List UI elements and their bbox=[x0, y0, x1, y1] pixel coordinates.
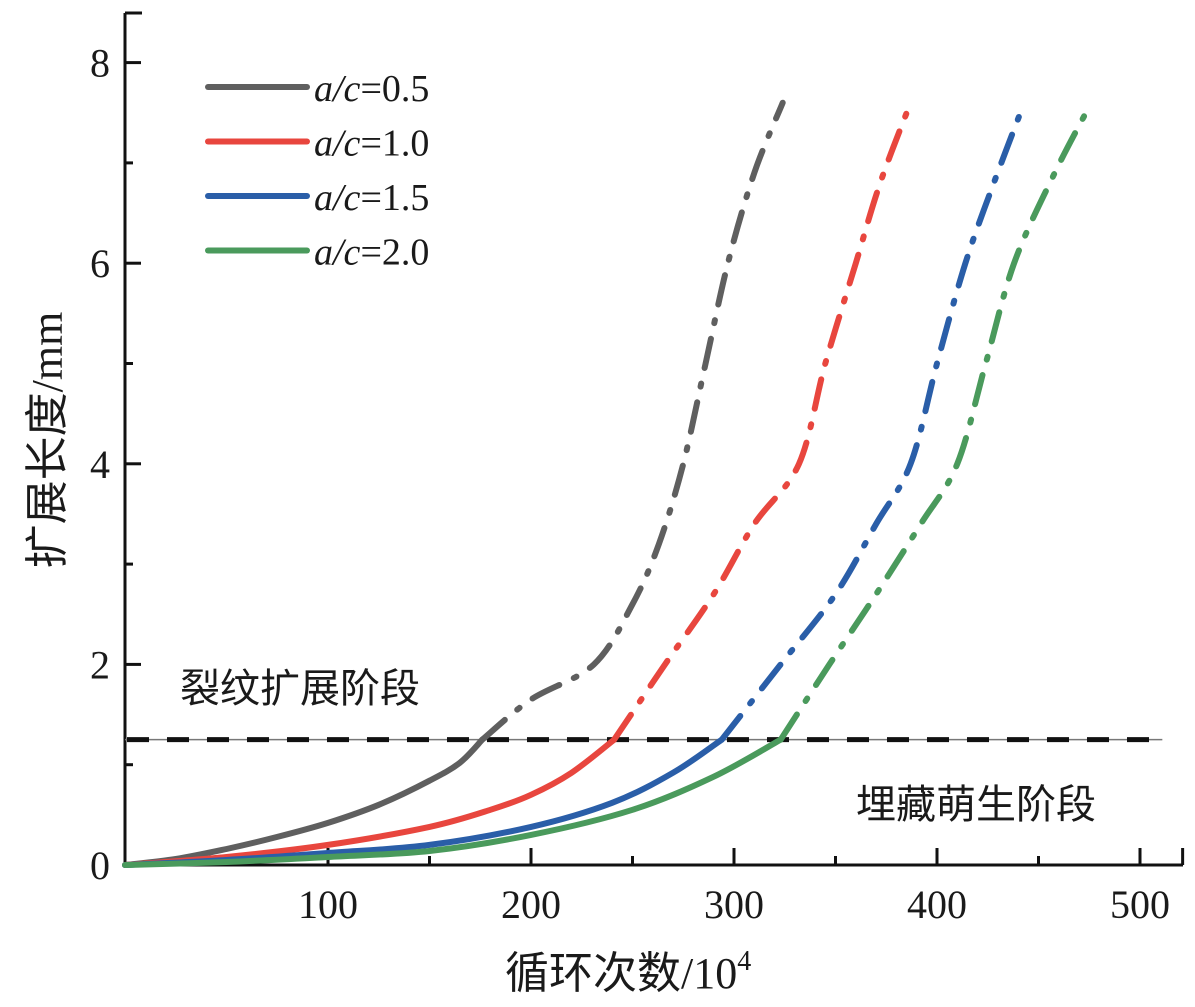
annotation-crack-propagation: 裂纹扩展阶段 bbox=[180, 666, 420, 711]
series-a-c-2-0 bbox=[122, 99, 1095, 868]
series-a-c-1-0 bbox=[122, 99, 914, 868]
annotation-buried-initiation: 埋藏萌生阶段 bbox=[856, 782, 1096, 827]
y-tick-label: 8 bbox=[90, 41, 110, 86]
series-solid-line bbox=[122, 736, 725, 868]
x-axis-title-superscript: 4 bbox=[737, 946, 751, 977]
x-axis-title: 循环次数/104 bbox=[505, 946, 751, 998]
legend-label-value: =2.0 bbox=[360, 232, 429, 274]
x-tick-label: 300 bbox=[704, 882, 764, 927]
series-layer bbox=[122, 99, 1095, 868]
legend: a/c=0.5a/c=1.0a/c=1.5a/c=2.0 bbox=[205, 68, 429, 274]
y-tick-label: 4 bbox=[90, 442, 110, 487]
legend-item: a/c=1.0 bbox=[205, 123, 429, 165]
legend-label-variable: a/c bbox=[314, 68, 361, 110]
y-tick-label: 6 bbox=[90, 241, 110, 286]
series-dashdot-line bbox=[611, 99, 914, 743]
series-solid-line bbox=[122, 736, 486, 868]
series-dashdot-line bbox=[718, 99, 1028, 743]
series-dashdot-line bbox=[777, 99, 1095, 743]
x-tick-label: 400 bbox=[907, 882, 967, 927]
axes bbox=[123, 11, 1183, 867]
series-solid-line bbox=[122, 736, 618, 868]
ticks bbox=[125, 61, 1185, 867]
y-tick-label: 0 bbox=[90, 843, 110, 888]
legend-label-variable: a/c bbox=[314, 232, 361, 274]
legend-item: a/c=2.0 bbox=[205, 232, 429, 274]
x-tick-label: 500 bbox=[1110, 882, 1170, 927]
legend-item: a/c=1.5 bbox=[205, 177, 429, 219]
x-tick-label: 100 bbox=[298, 882, 358, 927]
legend-label-value: =1.5 bbox=[360, 177, 429, 219]
legend-label-value: =0.5 bbox=[360, 68, 429, 110]
series-solid-line bbox=[122, 736, 784, 868]
x-axis-title-text: 循环次数/10 bbox=[505, 949, 737, 998]
y-tick-label: 2 bbox=[90, 642, 110, 687]
legend-label-variable: a/c bbox=[314, 177, 361, 219]
legend-label-variable: a/c bbox=[314, 123, 361, 165]
series-a-c-0-5 bbox=[122, 99, 786, 868]
series-dashdot-line bbox=[479, 99, 786, 743]
legend-label-value: =1.0 bbox=[360, 123, 429, 165]
legend-label: a/c=0.5 bbox=[314, 68, 429, 110]
legend-label: a/c=1.5 bbox=[314, 177, 429, 219]
series-a-c-1-5 bbox=[122, 99, 1028, 868]
legend-label: a/c=2.0 bbox=[314, 232, 429, 274]
x-tick-label: 200 bbox=[501, 882, 561, 927]
tick-labels: 100 200 300 400 500 0 2 4 6 8 bbox=[90, 41, 1170, 927]
y-axis-title: 扩展长度/mm bbox=[23, 312, 72, 569]
legend-item: a/c=0.5 bbox=[205, 68, 429, 110]
legend-label: a/c=1.0 bbox=[314, 123, 429, 165]
